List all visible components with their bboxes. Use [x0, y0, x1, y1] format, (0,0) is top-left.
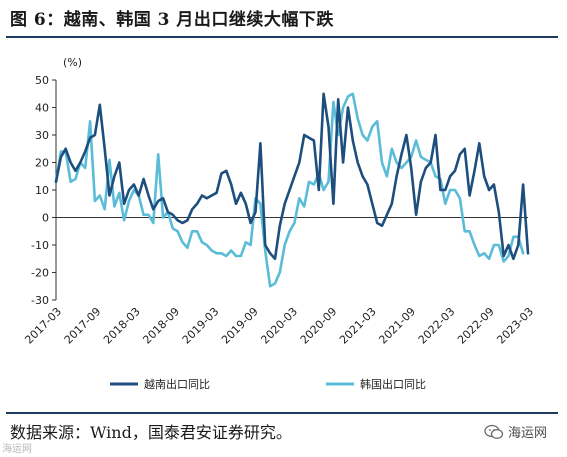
source-note: 数据来源：Wind，国泰君安证券研究。	[10, 423, 292, 442]
y-tick-label: -30	[31, 294, 49, 307]
source-divider	[6, 412, 558, 414]
series-line-vietnam	[54, 92, 530, 261]
wechat-icon	[484, 424, 504, 439]
x-tick-label: 2019-03	[180, 305, 222, 347]
legend-vietnam-label: 越南出口同比	[144, 377, 210, 391]
x-tick-label: 2022-09	[455, 305, 497, 347]
y-tick-label: -20	[31, 267, 49, 280]
series-line-korea	[54, 92, 525, 288]
watermark-right-text: 海运网	[508, 426, 548, 441]
title-divider	[6, 36, 558, 38]
legend-korea-label: 韩国出口同比	[360, 377, 426, 391]
line-chart: (%)-30-20-10010203040502017-032017-09201…	[22, 56, 536, 391]
y-tick-label: 20	[35, 157, 49, 170]
y-unit-label: (%)	[63, 56, 82, 69]
x-tick-label: 2018-03	[101, 305, 143, 347]
y-tick-label: 0	[42, 212, 49, 225]
y-tick-label: 40	[35, 102, 49, 115]
y-tick-label: 30	[35, 129, 49, 142]
title-bar: 图 6：越南、韩国 3 月出口继续大幅下跌	[0, 0, 567, 34]
watermark-left: 海运网	[2, 444, 32, 455]
y-tick-label: 50	[35, 74, 49, 87]
x-tick-label: 2017-03	[22, 305, 64, 347]
x-tick-label: 2021-03	[337, 305, 379, 347]
x-tick-label: 2020-03	[258, 305, 300, 347]
x-tick-label: 2017-09	[62, 305, 104, 347]
chart-title: 图 6：越南、韩国 3 月出口继续大幅下跌	[10, 10, 334, 30]
y-tick-label: -10	[31, 239, 49, 252]
x-tick-label: 2021-09	[376, 305, 418, 347]
y-tick-label: 10	[35, 184, 49, 197]
x-tick-label: 2019-09	[219, 305, 261, 347]
watermark-right: 海运网	[484, 422, 547, 441]
x-tick-label: 2018-09	[140, 305, 182, 347]
x-tick-label: 2022-03	[416, 305, 458, 347]
x-tick-label: 2023-03	[494, 305, 536, 347]
x-tick-label: 2020-09	[298, 305, 340, 347]
